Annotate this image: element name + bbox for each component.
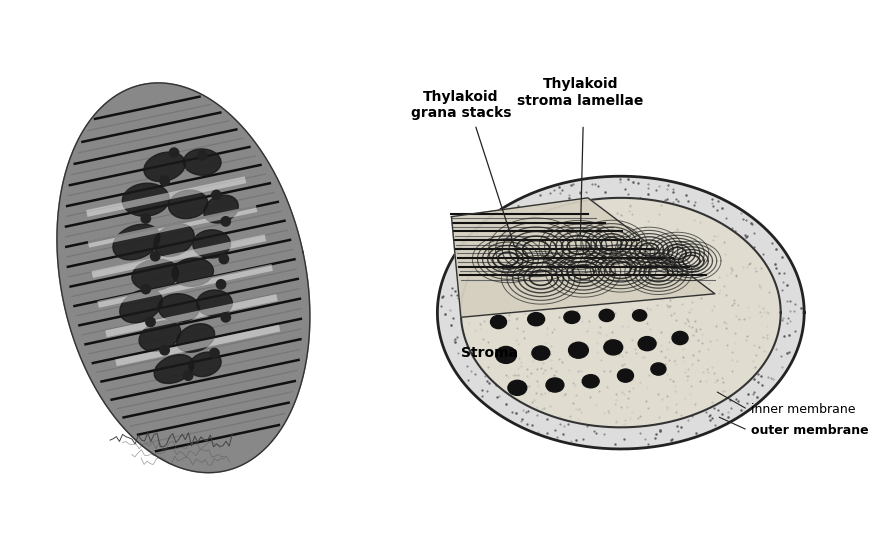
Ellipse shape (546, 378, 564, 392)
Ellipse shape (599, 309, 614, 322)
Circle shape (216, 279, 226, 289)
Circle shape (183, 371, 193, 380)
Ellipse shape (490, 316, 507, 329)
Circle shape (160, 176, 169, 186)
Polygon shape (451, 198, 715, 317)
Text: Thylakoid
stroma lamellae: Thylakoid stroma lamellae (517, 77, 643, 108)
Circle shape (169, 148, 179, 158)
Polygon shape (437, 176, 804, 449)
Ellipse shape (193, 230, 231, 258)
Ellipse shape (122, 183, 169, 216)
Circle shape (221, 217, 231, 226)
Circle shape (209, 348, 219, 358)
Ellipse shape (139, 321, 180, 351)
Ellipse shape (132, 259, 179, 291)
Text: Stroma: Stroma (460, 346, 517, 360)
Circle shape (141, 214, 150, 223)
Ellipse shape (143, 152, 186, 182)
Ellipse shape (568, 342, 589, 358)
Circle shape (160, 345, 169, 355)
Ellipse shape (204, 195, 238, 223)
Circle shape (141, 284, 150, 294)
Ellipse shape (158, 294, 200, 322)
Ellipse shape (495, 346, 517, 363)
Ellipse shape (113, 224, 160, 260)
Circle shape (221, 312, 231, 322)
Polygon shape (57, 83, 310, 473)
Ellipse shape (120, 289, 163, 323)
Ellipse shape (604, 340, 623, 355)
Ellipse shape (183, 149, 221, 175)
Ellipse shape (532, 346, 550, 360)
Ellipse shape (196, 290, 232, 316)
Ellipse shape (154, 355, 194, 383)
Ellipse shape (618, 369, 634, 382)
Circle shape (219, 254, 229, 264)
Polygon shape (461, 198, 781, 427)
Circle shape (197, 151, 207, 160)
Ellipse shape (672, 332, 688, 345)
Ellipse shape (633, 310, 647, 321)
Ellipse shape (583, 374, 599, 388)
Text: Thylakoid
grana stacks: Thylakoid grana stacks (411, 89, 511, 120)
Ellipse shape (172, 258, 214, 287)
Text: inner membrane: inner membrane (751, 403, 855, 416)
Circle shape (146, 317, 155, 327)
Ellipse shape (189, 352, 221, 377)
Circle shape (150, 251, 160, 261)
Ellipse shape (154, 224, 194, 256)
Text: outer membrane: outer membrane (751, 424, 869, 436)
Ellipse shape (168, 190, 208, 219)
Circle shape (211, 191, 221, 200)
Ellipse shape (564, 311, 580, 323)
Ellipse shape (651, 363, 666, 375)
Ellipse shape (638, 337, 656, 351)
Ellipse shape (177, 324, 215, 352)
Ellipse shape (508, 380, 527, 395)
Ellipse shape (528, 312, 545, 326)
